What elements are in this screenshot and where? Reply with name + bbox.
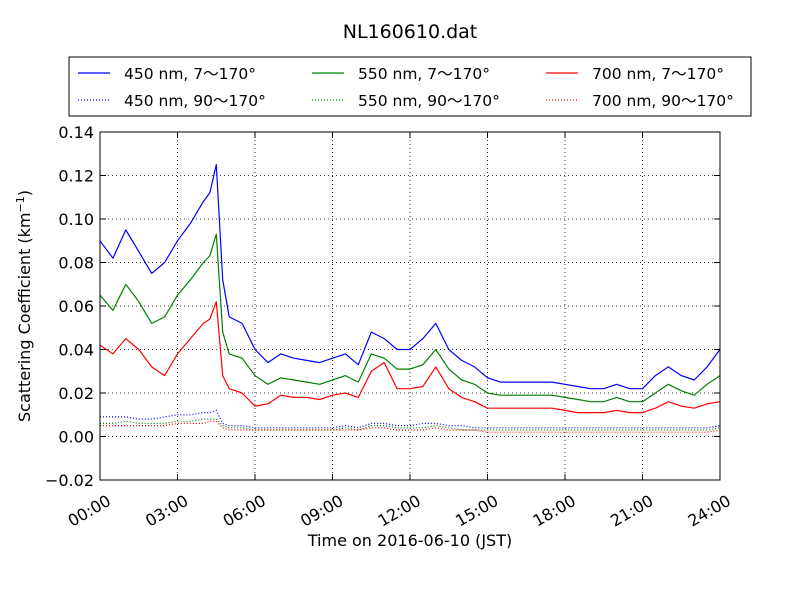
legend: 450 nm, 7～170° 550 nm, 7～170° 700 nm, 7～17… (68, 56, 752, 117)
axis-ticks (99, 131, 721, 481)
x-tick-labels: 00:00 03:00 06:00 09:00 12:00 15:00 18:00 21:00… (65, 491, 734, 531)
grid-lines (100, 132, 720, 480)
x-tick-label: 24:00 (685, 491, 734, 531)
x-tick-label: 21:00 (607, 491, 656, 531)
y-tick-label: −0.02 (45, 471, 94, 490)
series-line-3 (100, 409, 721, 429)
chart-title: NL160610.dat (343, 21, 478, 43)
legend-box (68, 56, 752, 117)
y-axis-label-main: Scattering Coefficient (km (15, 212, 34, 422)
y-tick-label: 0.12 (58, 167, 94, 186)
legend-label-2: 700 nm, 7～170° (592, 65, 724, 83)
series-line-5 (100, 420, 721, 433)
x-axis-label: Time on 2016-06-10 (JST) (307, 531, 512, 550)
y-axis-label: Scattering Coefficient (km−1) (14, 190, 34, 422)
legend-label-0: 450 nm, 7～170° (124, 65, 256, 83)
series-line-1 (99, 233, 721, 403)
x-tick-label: 03:00 (142, 491, 191, 531)
y-tick-label: 0.10 (58, 210, 94, 229)
legend-label-3: 450 nm, 90～170° (124, 92, 266, 110)
series-lines (99, 164, 721, 433)
y-tick-label: 0.02 (58, 384, 94, 403)
y-tick-label: 0.06 (58, 297, 94, 316)
x-tick-label: 18:00 (530, 491, 579, 531)
series-line-2 (99, 301, 721, 414)
y-tick-label: 0.00 (58, 428, 94, 447)
series-line-0 (99, 164, 721, 390)
y-tick-label: 0.08 (58, 254, 94, 273)
y-axis-label-close: ) (15, 190, 34, 196)
legend-label-1: 550 nm, 7～170° (358, 65, 490, 83)
y-tick-label: 0.04 (58, 341, 94, 360)
y-tick-labels: −0.02 0.00 0.02 0.04 0.06 0.08 0.10 0.12 0.14 (45, 123, 94, 490)
legend-label-4: 550 nm, 90～170° (358, 92, 500, 110)
y-axis-label-superscript: −1 (14, 196, 27, 212)
x-tick-label: 15:00 (452, 491, 501, 531)
x-tick-label: 12:00 (375, 491, 424, 531)
x-tick-label: 00:00 (65, 491, 114, 531)
x-tick-label: 06:00 (220, 491, 269, 531)
legend-label-5: 700 nm, 90～170° (592, 92, 734, 110)
y-tick-label: 0.14 (58, 123, 94, 142)
x-tick-label: 09:00 (297, 491, 346, 531)
